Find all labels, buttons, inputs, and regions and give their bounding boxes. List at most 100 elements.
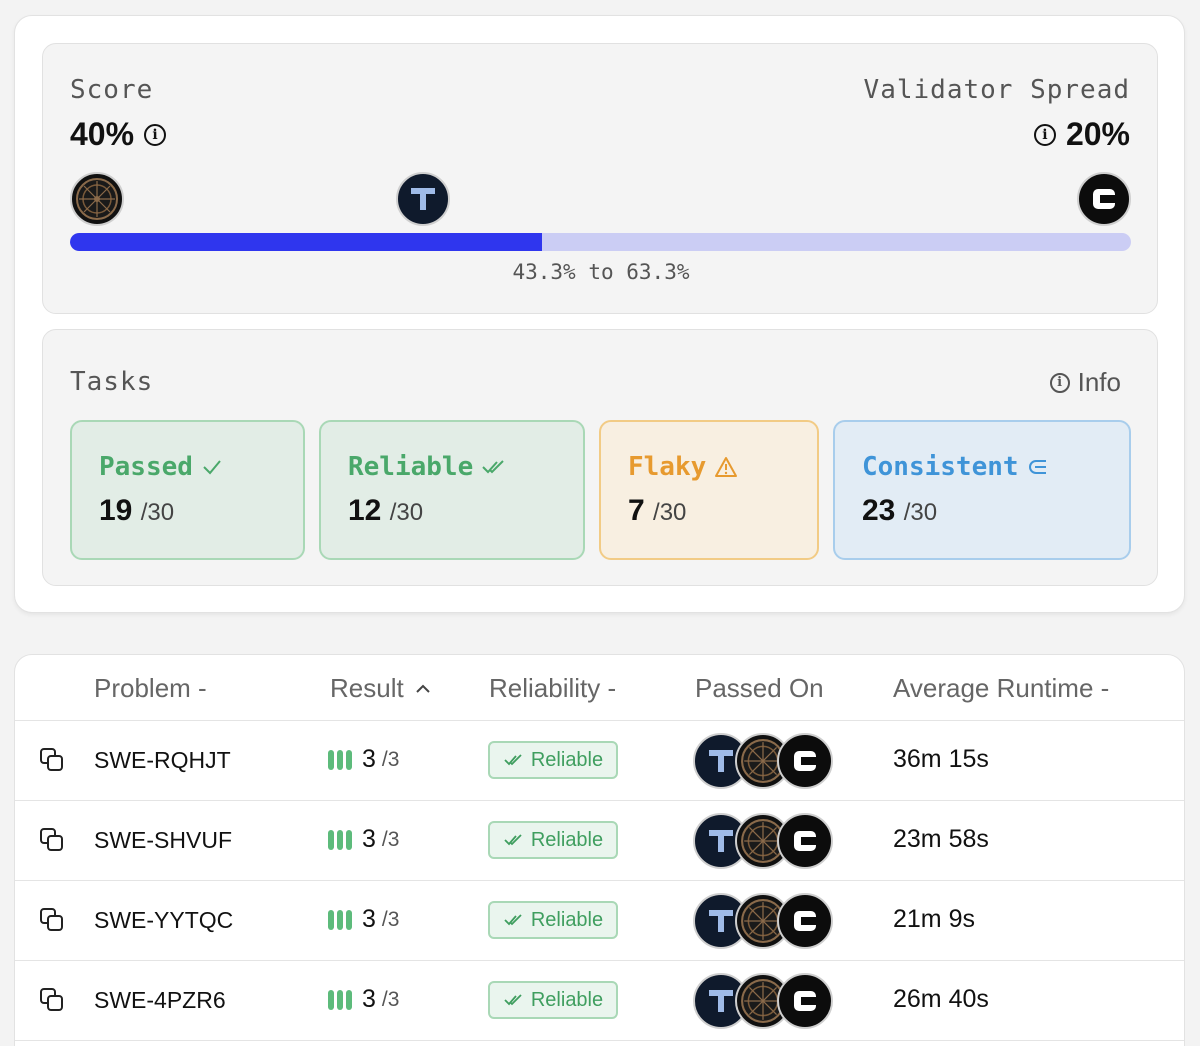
copy-icon[interactable] xyxy=(39,827,65,853)
row-divider xyxy=(15,800,1184,801)
table-row[interactable]: SWE-RQHJT 3/3 Reliable 36m 15s xyxy=(15,721,1184,801)
copy-icon[interactable] xyxy=(39,907,65,933)
result-value: 3 xyxy=(362,825,376,853)
passed-stat-card[interactable]: Passed 19 /30 xyxy=(70,420,305,560)
header-result[interactable]: Result xyxy=(330,673,432,704)
result-denom: /3 xyxy=(381,987,400,1011)
reliable-stat-card[interactable]: Reliable 12 /30 xyxy=(319,420,585,560)
problems-table: Problem - Result Reliability - Passed On… xyxy=(14,654,1185,1046)
summary-card: Score 40% i Validator Spread i 20% xyxy=(14,15,1185,613)
t-avatar-icon[interactable] xyxy=(396,172,450,226)
table-row[interactable]: SWE-SHVUF 3/3 Reliable 23m 58s xyxy=(15,801,1184,881)
wheel-avatar-icon[interactable] xyxy=(735,813,791,869)
header-problem[interactable]: Problem - xyxy=(94,673,207,704)
score-value-text: 40% xyxy=(70,116,135,152)
double-check-icon xyxy=(482,460,504,474)
average-runtime: 23m 58s xyxy=(893,825,989,853)
copy-icon[interactable] xyxy=(39,987,65,1013)
warning-icon xyxy=(715,457,738,477)
result-cell: 3/3 xyxy=(328,745,399,774)
result-bars-icon xyxy=(328,829,352,850)
problem-id[interactable]: SWE-YYTQC xyxy=(94,907,234,933)
result-value: 3 xyxy=(362,745,376,773)
passed-denom: /30 xyxy=(140,499,175,526)
header-problem-label: Problem - xyxy=(94,673,207,703)
result-cell: 3/3 xyxy=(328,825,399,854)
reliability-label: Reliable xyxy=(530,988,604,1011)
header-runtime[interactable]: Average Runtime - xyxy=(893,673,1109,704)
score-info-icon[interactable]: i xyxy=(144,123,167,146)
result-value: 3 xyxy=(362,905,376,933)
average-runtime: 26m 40s xyxy=(893,985,989,1013)
c-avatar-icon[interactable] xyxy=(777,733,833,789)
reliability-label: Reliable xyxy=(530,828,604,851)
consistent-title: Consistent xyxy=(862,452,1019,482)
info-icon: i xyxy=(1049,372,1070,393)
info-link-label: Info xyxy=(1077,367,1121,397)
score-panel: Score 40% i Validator Spread i 20% xyxy=(42,43,1158,314)
score-label: Score xyxy=(70,75,154,105)
row-divider xyxy=(15,880,1184,881)
average-runtime: 21m 9s xyxy=(893,905,975,933)
table-row[interactable]: SWE-4PZR6 3/3 Reliable 26m 40s xyxy=(15,961,1184,1041)
passed-on-avatars xyxy=(693,813,843,869)
tasks-info-link[interactable]: i Info xyxy=(1049,367,1121,398)
result-denom: /3 xyxy=(381,747,400,771)
header-divider xyxy=(15,720,1184,721)
wheel-avatar-icon[interactable] xyxy=(735,973,791,1029)
consistent-stat-card[interactable]: Consistent 23 /30 xyxy=(833,420,1131,560)
double-check-icon xyxy=(504,914,522,926)
consistent-denom: /30 xyxy=(903,499,938,526)
header-runtime-label: Average Runtime - xyxy=(893,673,1110,703)
score-value: 40% i xyxy=(70,116,167,153)
chevron-up-icon xyxy=(415,684,430,693)
reliability-label: Reliable xyxy=(530,908,604,931)
result-denom: /3 xyxy=(381,827,400,851)
table-row[interactable]: SWE-YYTQC 3/3 Reliable 21m 9s xyxy=(15,881,1184,961)
c-avatar-icon[interactable] xyxy=(1077,172,1131,226)
reliable-denom: /30 xyxy=(389,499,424,526)
double-check-icon xyxy=(504,754,522,766)
score-range-bar xyxy=(70,233,1131,251)
validator-spread-value: i 20% xyxy=(1033,116,1130,153)
passed-title: Passed xyxy=(99,452,193,482)
tasks-panel: Tasks i Info Passed 19 /30 Reliable 12 /… xyxy=(42,329,1158,586)
t-avatar-icon[interactable] xyxy=(693,813,749,869)
reliability-label: Reliable xyxy=(530,748,604,771)
flaky-denom: /30 xyxy=(653,499,687,526)
c-avatar-icon[interactable] xyxy=(777,813,833,869)
reliability-badge: Reliable xyxy=(488,901,618,939)
wheel-avatar-icon[interactable] xyxy=(70,172,124,226)
row-divider xyxy=(15,1040,1184,1041)
consistent-icon xyxy=(1028,460,1046,474)
average-runtime: 36m 15s xyxy=(893,745,989,773)
reliable-title: Reliable xyxy=(348,452,474,482)
wheel-avatar-icon[interactable] xyxy=(735,733,791,789)
reliability-badge: Reliable xyxy=(488,741,618,779)
flaky-value: 7 xyxy=(628,494,645,527)
problem-id[interactable]: SWE-RQHJT xyxy=(94,747,231,773)
spread-info-icon[interactable]: i xyxy=(1033,123,1056,146)
flaky-title: Flaky xyxy=(628,452,707,482)
result-bars-icon xyxy=(328,909,352,930)
reliability-badge: Reliable xyxy=(488,821,618,859)
double-check-icon xyxy=(504,994,522,1006)
passed-on-avatars xyxy=(693,973,843,1029)
passed-on-avatars xyxy=(693,733,843,789)
header-result-label: Result xyxy=(330,673,404,703)
problem-id[interactable]: SWE-4PZR6 xyxy=(94,987,226,1013)
reliability-badge: Reliable xyxy=(488,981,618,1019)
spread-value-text: 20% xyxy=(1065,116,1130,152)
flaky-stat-card[interactable]: Flaky 7 /30 xyxy=(599,420,819,560)
problem-id[interactable]: SWE-SHVUF xyxy=(94,827,232,853)
c-avatar-icon[interactable] xyxy=(777,973,833,1029)
c-avatar-icon[interactable] xyxy=(777,893,833,949)
reliable-value: 12 xyxy=(348,494,382,527)
header-passed-on[interactable]: Passed On xyxy=(695,673,824,704)
header-reliability[interactable]: Reliability - xyxy=(489,673,616,704)
score-range-text: 43.3% to 63.3% xyxy=(512,260,690,284)
copy-icon[interactable] xyxy=(39,747,65,773)
result-cell: 3/3 xyxy=(328,905,399,934)
validator-spread-label: Validator Spread xyxy=(863,75,1130,105)
result-bars-icon xyxy=(328,749,352,770)
